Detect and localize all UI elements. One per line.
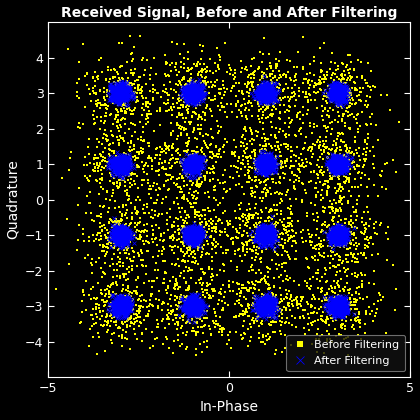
After Filtering — [121, 299, 126, 304]
Legend: Before Filtering, After Filtering: Before Filtering, After Filtering — [286, 335, 405, 371]
Before Filtering — [127, 33, 132, 38]
Line: After Filtering: After Filtering — [106, 75, 355, 323]
Before Filtering — [203, 69, 208, 74]
After Filtering — [118, 307, 123, 312]
Before Filtering — [128, 320, 133, 325]
After Filtering — [335, 294, 340, 299]
After Filtering — [267, 226, 272, 231]
Before Filtering — [327, 115, 332, 120]
Before Filtering — [332, 309, 337, 314]
After Filtering — [192, 319, 197, 324]
Title: Received Signal, Before and After Filtering: Received Signal, Before and After Filter… — [61, 5, 398, 20]
Before Filtering — [369, 379, 374, 384]
X-axis label: In-Phase: In-Phase — [200, 400, 259, 415]
After Filtering — [197, 229, 202, 234]
Y-axis label: Quadrature: Quadrature — [5, 160, 20, 239]
After Filtering — [262, 74, 267, 79]
Before Filtering — [156, 289, 161, 294]
Before Filtering — [286, 221, 291, 226]
After Filtering — [263, 88, 268, 93]
Before Filtering — [309, 233, 314, 238]
After Filtering — [257, 160, 262, 165]
After Filtering — [333, 87, 338, 92]
Line: Before Filtering: Before Filtering — [55, 35, 399, 382]
Before Filtering — [185, 196, 190, 201]
